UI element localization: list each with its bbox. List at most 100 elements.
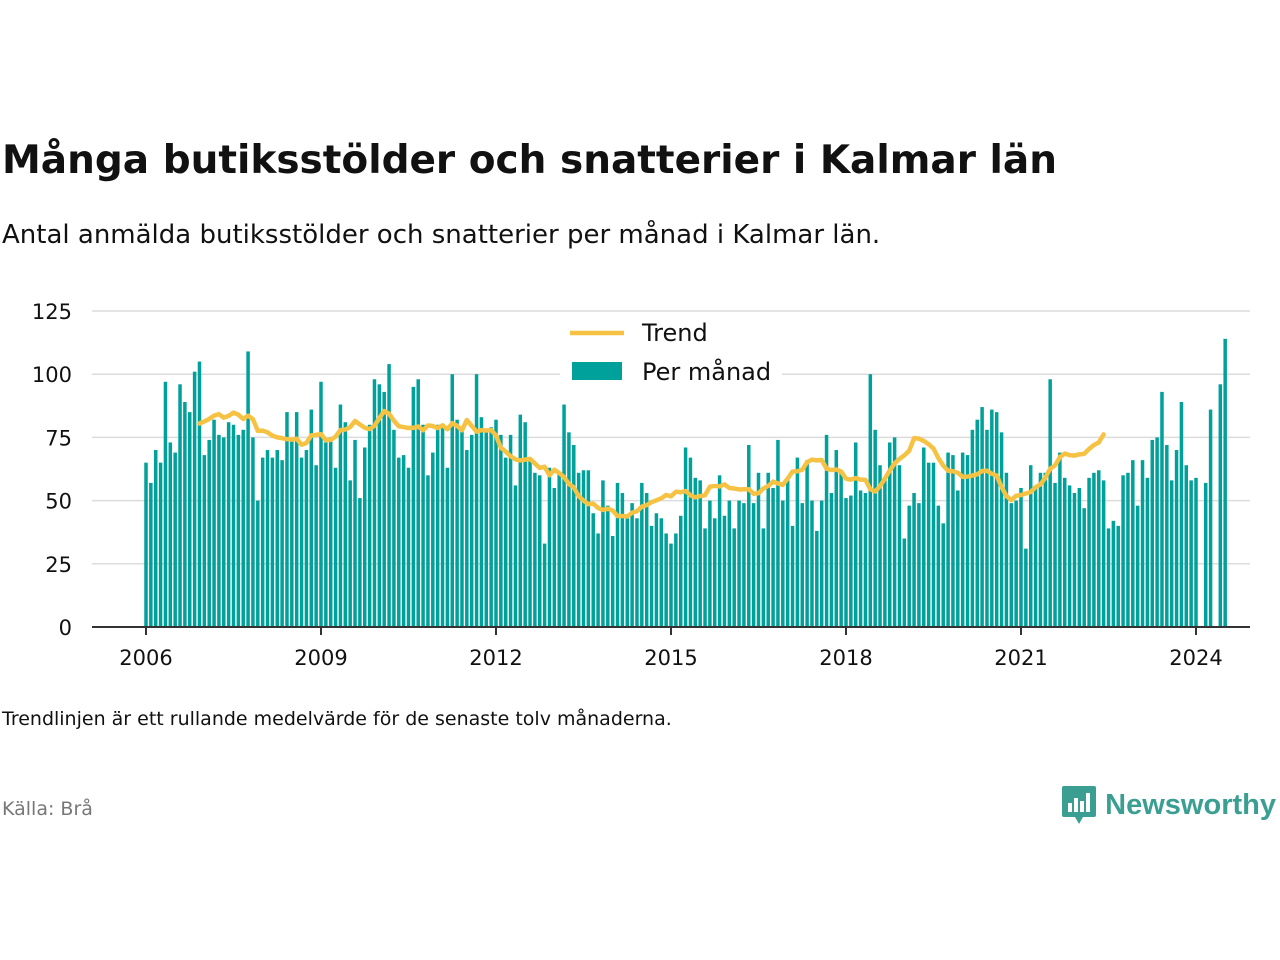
bar: [654, 513, 659, 627]
bar: [411, 386, 416, 627]
bar: [251, 437, 255, 627]
bar: [1184, 465, 1189, 627]
bar: [698, 480, 702, 627]
bar: [907, 505, 911, 627]
bar: [153, 450, 158, 627]
legend-trend-label: Trend: [641, 319, 708, 347]
y-axis-ticks: 0 25 50 75 100 125: [32, 300, 72, 640]
bar: [985, 429, 989, 627]
bar: [703, 528, 707, 627]
bar: [188, 412, 192, 627]
bar: [829, 493, 834, 627]
bar: [674, 533, 678, 627]
bar: [406, 467, 411, 627]
brand-logo[interactable]: Newsworthy: [1061, 784, 1276, 826]
bar: [591, 513, 595, 627]
bar: [397, 457, 401, 627]
bar: [197, 361, 202, 627]
bar: [873, 429, 877, 627]
bar: [1160, 391, 1164, 627]
bar: [781, 500, 785, 627]
bar: [1053, 482, 1057, 627]
bar: [649, 525, 654, 627]
bar: [528, 460, 532, 627]
bar: [212, 419, 216, 627]
bar: [1111, 520, 1116, 627]
bar: [965, 455, 970, 627]
brand-name: Newsworthy: [1105, 788, 1276, 821]
bar: [849, 495, 853, 627]
x-tick-label: 2006: [119, 646, 172, 670]
bar: [183, 402, 187, 627]
bar: [494, 419, 498, 627]
bar: [542, 543, 547, 627]
bar: [513, 485, 518, 627]
bar: [421, 424, 425, 627]
bar: [1131, 460, 1135, 627]
bar: [168, 442, 173, 627]
bar: [1067, 485, 1072, 627]
chart-title: Många butiksstölder och snatterier i Kal…: [2, 138, 1057, 183]
bar: [824, 434, 829, 627]
bar: [523, 422, 527, 627]
bar: [1194, 477, 1198, 627]
chart-subtitle: Antal anmälda butiksstölder och snatteri…: [2, 220, 881, 250]
bar: [518, 414, 523, 627]
bar: [883, 480, 887, 627]
bar: [756, 472, 761, 627]
y-tick-label: 0: [59, 616, 72, 640]
bar: [572, 444, 576, 627]
bar: [1174, 450, 1179, 627]
trend-line: [197, 408, 1106, 519]
bar: [678, 515, 683, 627]
bar: [343, 422, 348, 627]
bar: [742, 503, 746, 627]
bar: [931, 462, 936, 627]
bar: [324, 442, 328, 627]
y-tick-label: 125: [32, 300, 72, 324]
bar: [304, 450, 309, 627]
bar: [888, 442, 892, 627]
bar: [1033, 487, 1038, 627]
bar: [1169, 480, 1174, 627]
x-tick-label: 2015: [644, 646, 697, 670]
bar: [450, 374, 454, 627]
bar: [275, 450, 279, 627]
bar: [951, 455, 955, 627]
bar: [309, 409, 314, 627]
x-tick-label: 2009: [294, 646, 347, 670]
bar: [489, 427, 493, 627]
bar: [766, 472, 770, 627]
x-tick-label: 2012: [469, 646, 522, 670]
bar: [1048, 379, 1052, 627]
bar: [1135, 505, 1140, 627]
bar: [445, 467, 450, 627]
bar: [960, 452, 965, 627]
bar: [1121, 475, 1125, 627]
bar: [290, 439, 294, 627]
bar-series: [144, 338, 1227, 627]
bar: [207, 439, 211, 627]
x-axis-ticks: 2006 2009 2012 2015 2018 2021 2024: [119, 627, 1223, 670]
bar: [217, 434, 221, 627]
bar: [173, 452, 177, 627]
bar: [1058, 452, 1062, 627]
bar: [1218, 384, 1223, 627]
bar: [747, 444, 751, 627]
bar: [980, 407, 984, 627]
bar: [256, 500, 260, 627]
legend-bar-label: Per månad: [642, 357, 771, 386]
bar: [382, 391, 386, 627]
bar: [192, 371, 197, 627]
bar: [479, 417, 484, 627]
bar: [601, 480, 605, 627]
bar: [596, 533, 600, 627]
newsworthy-logo-icon: [1062, 786, 1097, 824]
bar: [1009, 503, 1014, 627]
bar: [761, 528, 766, 627]
bar: [1092, 472, 1096, 627]
bar: [460, 429, 464, 627]
bar: [606, 505, 610, 627]
bar: [771, 487, 775, 627]
bar: [815, 530, 819, 627]
